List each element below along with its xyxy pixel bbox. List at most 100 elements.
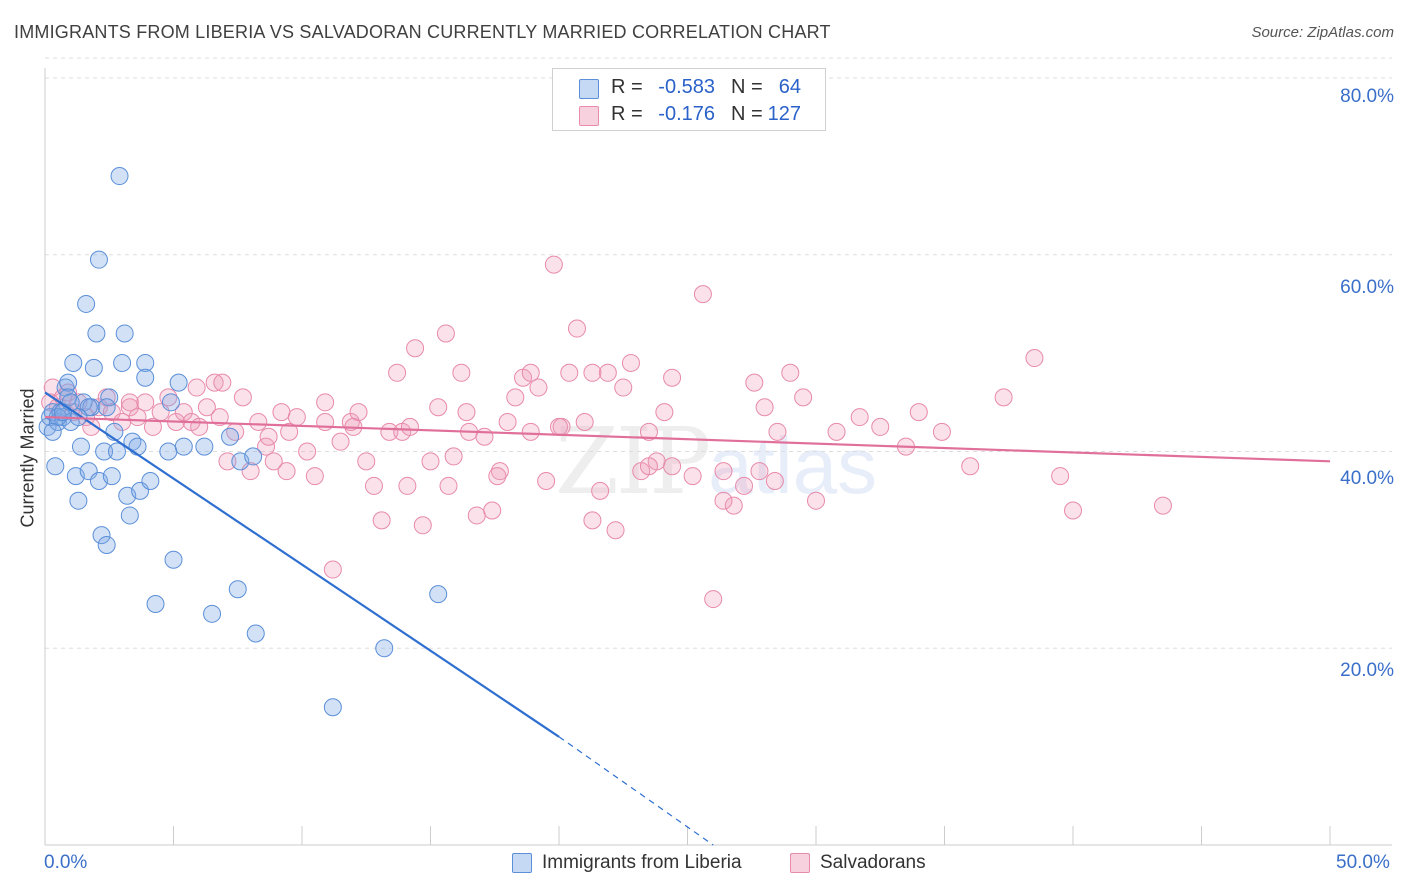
trend-line-salvadorans (44, 415, 1331, 463)
legend-r-value: -0.583 (658, 76, 715, 98)
data-point-liberia (246, 624, 265, 643)
data-point-salvadorans (655, 403, 674, 422)
data-point-salvadorans (1153, 496, 1172, 515)
watermark-zip: ZIP (555, 408, 711, 515)
data-point-salvadorans (210, 408, 229, 427)
data-point-salvadorans (277, 462, 296, 481)
data-point-salvadorans (704, 590, 723, 609)
y-axis-label: Currently Married (17, 388, 38, 528)
data-point-liberia (164, 550, 183, 569)
trend-line-liberia-extension (558, 736, 714, 846)
data-point-salvadorans (143, 417, 162, 436)
data-point-liberia (169, 373, 188, 392)
data-point-salvadorans (400, 417, 419, 436)
data-point-liberia (87, 324, 106, 343)
data-point-salvadorans (807, 491, 825, 510)
data-point-salvadorans (120, 393, 139, 412)
data-point-salvadorans (280, 422, 299, 441)
trend-line-liberia (44, 391, 560, 738)
data-point-salvadorans (909, 403, 928, 422)
y-tick-label: 60.0% (1340, 277, 1394, 298)
data-point-salvadorans (136, 393, 155, 412)
data-point-salvadorans (364, 476, 383, 495)
data-point-liberia (174, 437, 193, 456)
data-point-salvadorans (190, 417, 209, 436)
data-point-salvadorans (331, 432, 350, 451)
data-point-salvadorans (498, 412, 517, 431)
data-point-salvadorans (490, 462, 509, 481)
data-point-salvadorans (827, 422, 846, 441)
data-point-salvadorans (213, 373, 232, 392)
data-point-salvadorans (614, 378, 633, 397)
data-point-salvadorans (663, 457, 682, 476)
data-point-salvadorans (249, 412, 268, 431)
data-point-salvadorans (529, 378, 548, 397)
axes (44, 68, 1392, 846)
legend-n-label: N = (731, 76, 763, 98)
data-point-liberia (115, 324, 134, 343)
data-point-liberia (92, 526, 111, 545)
data-point-salvadorans (457, 403, 476, 422)
series-liberia (38, 167, 448, 717)
data-point-salvadorans (521, 422, 540, 441)
legend-swatch-blue (512, 853, 532, 873)
legend-r-label: R = (611, 103, 643, 125)
data-point-salvadorans (639, 422, 658, 441)
data-point-salvadorans (537, 472, 556, 491)
data-point-liberia (46, 457, 65, 476)
data-point-liberia (244, 447, 263, 466)
legend-label-salvadorans: Salvadorans (820, 852, 926, 873)
y-tick-label: 20.0% (1340, 660, 1394, 681)
data-point-liberia (71, 437, 90, 456)
data-point-salvadorans (663, 368, 682, 387)
data-point-liberia (69, 491, 88, 510)
data-point-salvadorans (724, 496, 743, 515)
data-point-salvadorans (598, 363, 617, 382)
data-point-salvadorans (1064, 501, 1082, 520)
data-point-liberia (323, 698, 342, 717)
data-point-salvadorans (316, 393, 335, 412)
legend-swatch-pink (790, 853, 810, 873)
data-point-salvadorans (483, 501, 502, 520)
data-point-liberia (136, 353, 155, 372)
data-point-liberia (195, 437, 214, 456)
data-point-salvadorans (467, 506, 486, 525)
data-point-salvadorans (994, 388, 1013, 407)
data-point-salvadorans (429, 398, 448, 417)
data-point-salvadorans (606, 521, 625, 540)
chart-source: Source: ZipAtlas.com (1251, 24, 1394, 41)
data-point-salvadorans (639, 457, 658, 476)
data-point-salvadorans (475, 427, 494, 446)
data-point-liberia (136, 368, 155, 387)
data-point-salvadorans (218, 452, 237, 471)
data-point-salvadorans (323, 560, 342, 579)
data-point-salvadorans (583, 363, 602, 382)
legend-n-value: 127 (767, 103, 801, 125)
data-point-salvadorans (388, 363, 407, 382)
legend-row-salvadorans: R = -0.176 N = 127 (553, 102, 825, 128)
data-point-liberia (107, 442, 126, 461)
data-point-liberia (97, 398, 116, 417)
data-point-liberia (59, 373, 78, 392)
data-point-salvadorans (1051, 467, 1070, 486)
x-tick-label-max: 50.0% (1336, 852, 1390, 873)
data-point-salvadorans (174, 403, 193, 422)
data-point-salvadorans (765, 472, 784, 491)
data-point-liberia (77, 294, 96, 313)
data-point-salvadorans (357, 452, 376, 471)
data-point-salvadorans (287, 408, 306, 427)
legend-n-value: 64 (778, 76, 801, 98)
data-point-salvadorans (444, 447, 463, 466)
data-point-salvadorans (421, 452, 440, 471)
data-point-salvadorans (205, 373, 224, 392)
data-point-salvadorans (159, 388, 178, 407)
data-point-salvadorans (781, 363, 800, 382)
data-point-liberia (61, 393, 80, 412)
data-point-liberia (97, 535, 116, 554)
grid-lines (45, 57, 1392, 649)
data-point-salvadorans (544, 255, 563, 274)
legend-n-label: N = (731, 103, 763, 125)
data-point-salvadorans (693, 285, 712, 304)
data-point-salvadorans (755, 398, 774, 417)
data-point-liberia (159, 442, 178, 461)
